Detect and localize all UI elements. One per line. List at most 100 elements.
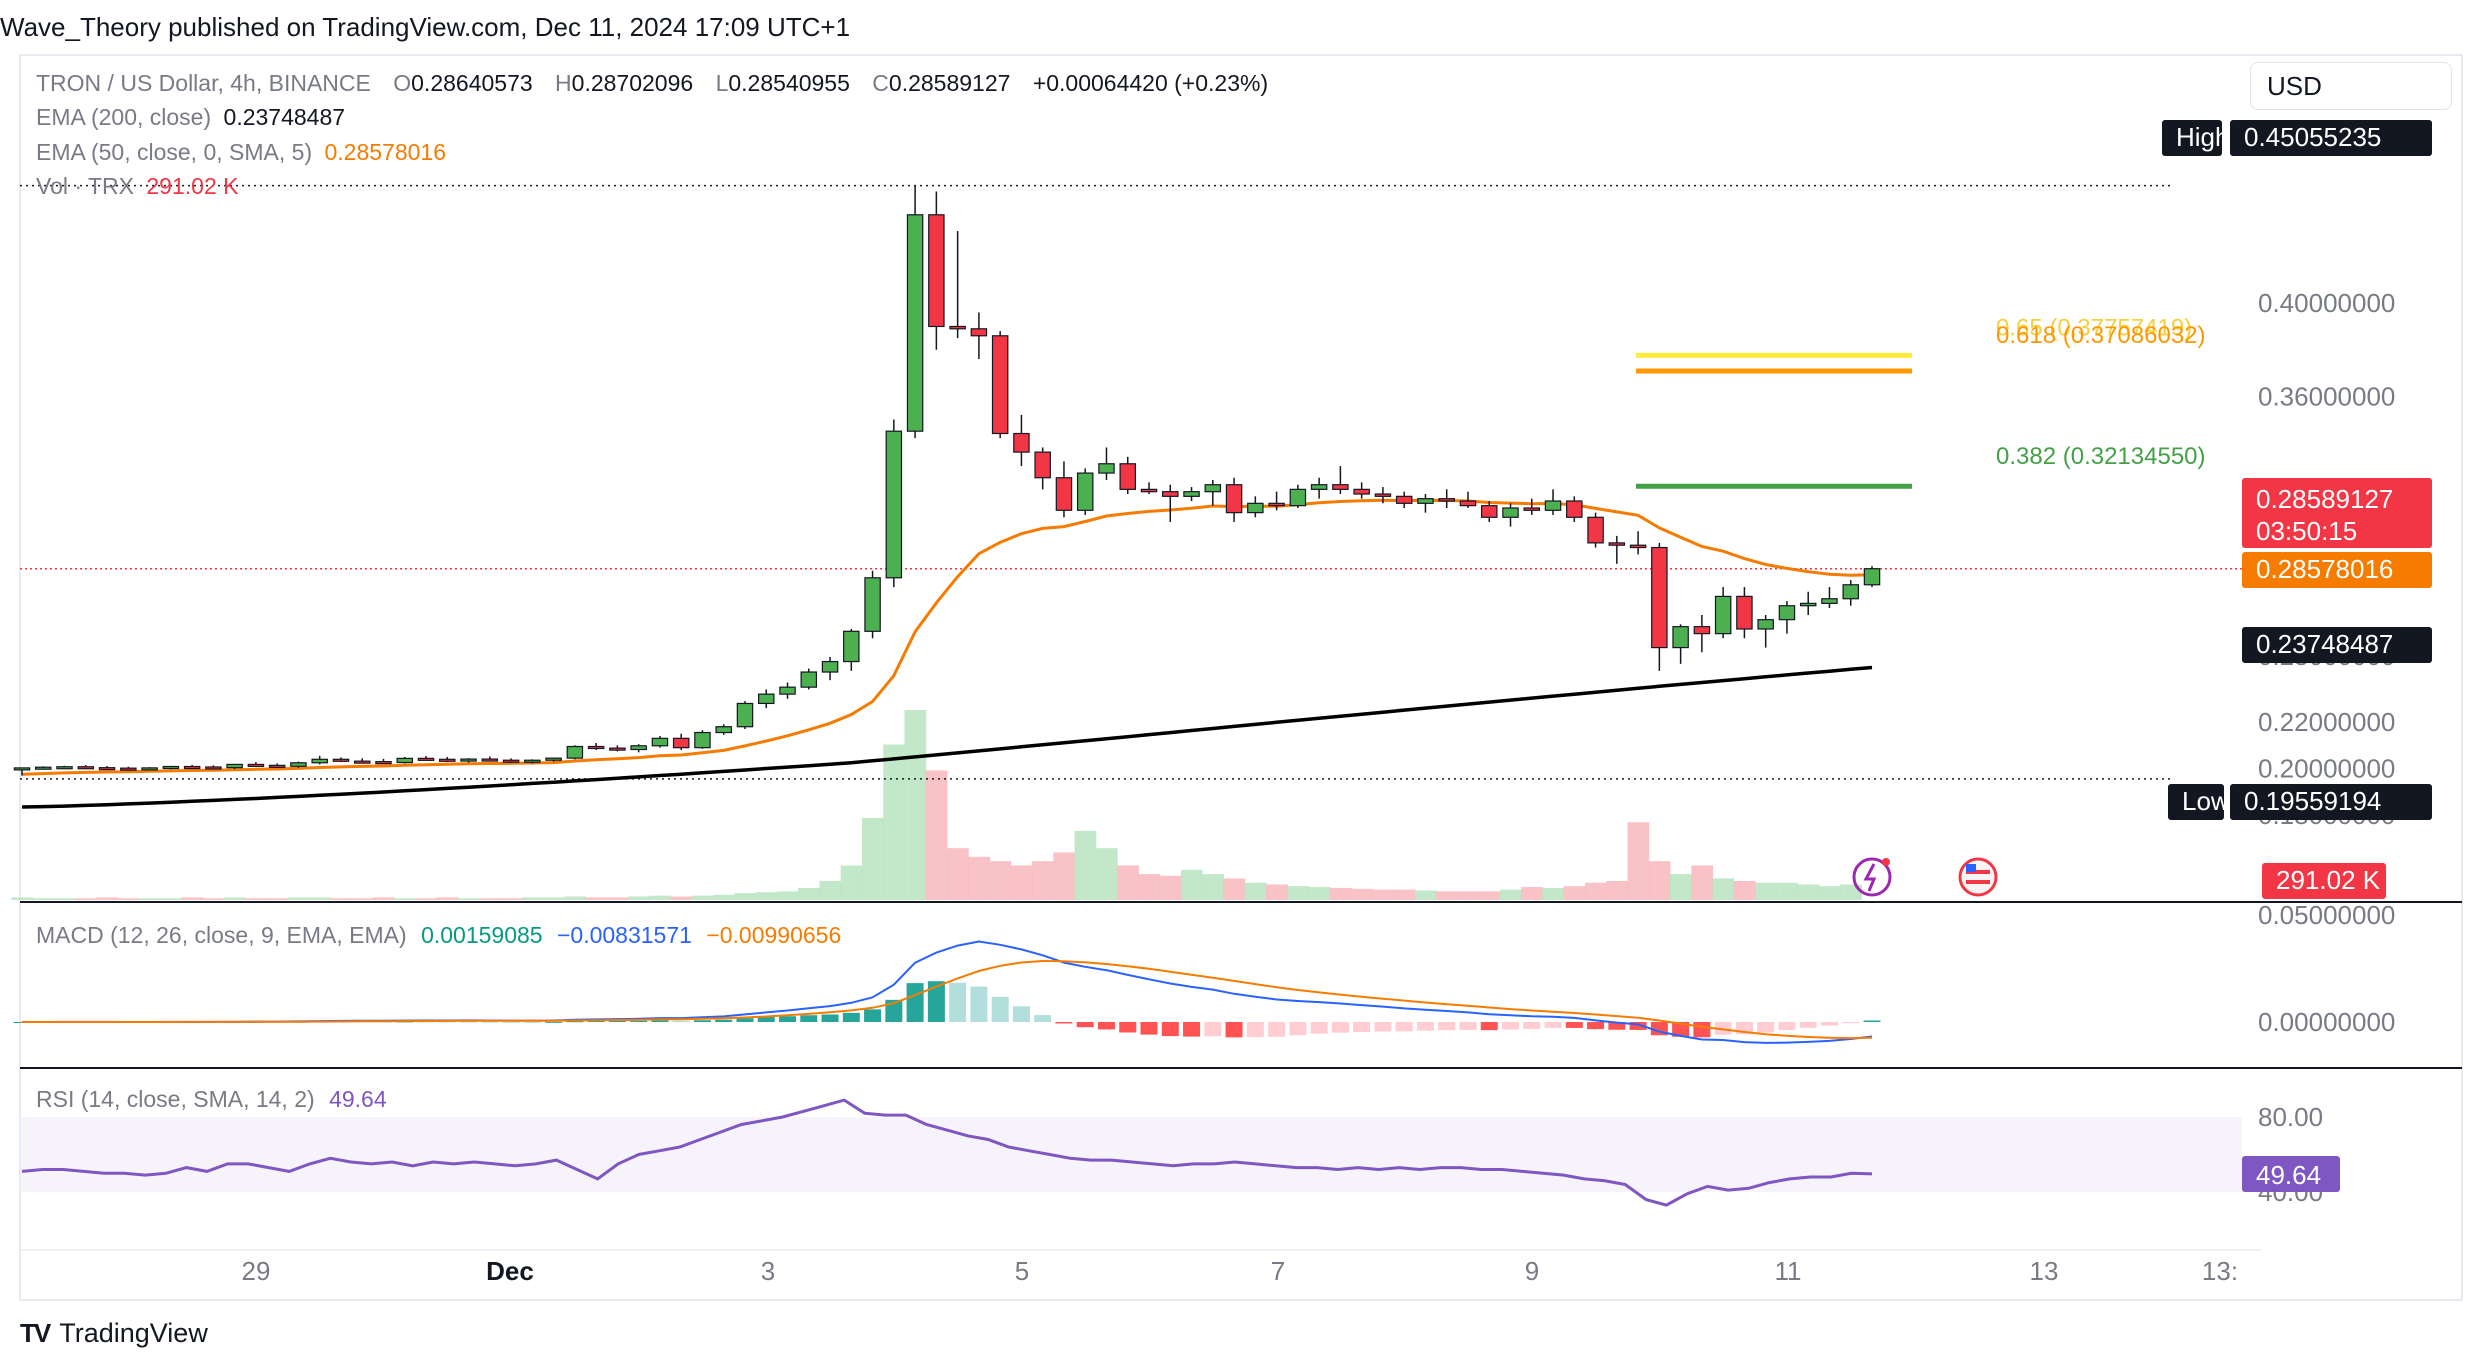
ema200-legend[interactable]: EMA (200, close) 0.23748487 <box>36 104 345 131</box>
candle-body <box>928 214 945 328</box>
macd-bar <box>1842 1022 1860 1024</box>
candle-body <box>481 758 499 762</box>
volume-bar <box>1521 887 1543 900</box>
macd-signal-line <box>22 959 1873 1040</box>
candle-body <box>736 702 754 728</box>
volume-bar <box>1351 888 1373 900</box>
low-label-bg <box>2168 784 2224 820</box>
time-tick: 13 <box>2030 1256 2059 1286</box>
time-tick: 7 <box>1271 1256 1285 1286</box>
macd-bar <box>672 1020 690 1022</box>
volume-bar <box>1202 874 1224 900</box>
volume-bar <box>1733 881 1756 900</box>
volume-bar <box>1542 887 1565 900</box>
high-value: 0.28702096 <box>571 70 694 96</box>
volume-bar <box>1691 865 1714 900</box>
candle-body <box>1587 516 1604 544</box>
candle-body <box>672 737 690 749</box>
ema200-badge-bg <box>2242 627 2432 663</box>
macd-histogram <box>13 981 1881 1038</box>
macd-bar <box>1395 1022 1413 1032</box>
ema50-label: EMA (50, close, 0, SMA, 5) <box>36 139 313 165</box>
candle-body <box>1778 605 1796 621</box>
volume-bar <box>287 897 310 900</box>
fib-label: 0.382 (0.32134550) <box>1996 443 2206 470</box>
candle-body <box>843 630 860 663</box>
volume-bar <box>691 895 714 900</box>
macd-bar <box>757 1017 775 1022</box>
candle-body <box>1714 595 1732 635</box>
candle-body <box>353 760 371 764</box>
candle-body <box>1799 602 1817 607</box>
volume-bar <box>1074 830 1097 900</box>
volume-bar <box>1712 878 1735 900</box>
last-price-value: 0.28589127 <box>2256 484 2393 514</box>
volume-bar <box>1032 861 1054 900</box>
volume-bar <box>585 897 608 900</box>
us-flag-icon <box>1958 857 1998 897</box>
macd-bar <box>1055 1022 1073 1024</box>
high-label-bg <box>2162 120 2222 156</box>
rsi-legend[interactable]: RSI (14, close, SMA, 14, 2) 49.64 <box>36 1086 387 1113</box>
tradingview-brand[interactable]: TV TradingView <box>20 1318 208 1349</box>
candle-body <box>1140 488 1158 493</box>
candle-body <box>1395 495 1413 504</box>
volume-bar <box>160 898 182 900</box>
candle-body <box>1651 546 1668 649</box>
candle-body <box>162 765 180 770</box>
candle-body <box>609 747 626 751</box>
candle-body <box>651 737 669 747</box>
volume-bar <box>245 898 268 900</box>
macd-bar <box>1565 1022 1583 1028</box>
volume-bar <box>628 896 650 900</box>
volume-bar <box>266 898 289 900</box>
macd-bar <box>438 1021 456 1023</box>
candle-body <box>1183 491 1200 497</box>
rsi-line <box>21 1098 1873 1207</box>
candle-body <box>1480 505 1498 518</box>
candle-body <box>460 758 477 762</box>
time-tick: 11 <box>1775 1256 1802 1286</box>
macd-bar <box>1097 1022 1115 1030</box>
open-value: 0.28640573 <box>411 70 533 96</box>
macd-bar <box>1140 1022 1158 1035</box>
volume-bar <box>840 865 863 900</box>
candle-body <box>1098 463 1115 474</box>
volume-bar <box>394 898 416 900</box>
macd-bar <box>1204 1022 1222 1037</box>
volume-bar <box>521 897 544 900</box>
volume-bar <box>1010 865 1033 900</box>
chart-frame <box>19 54 2463 1301</box>
macd-legend[interactable]: MACD (12, 26, close, 9, EMA, EMA) 0.0015… <box>36 922 841 949</box>
volume-badge: 291.02 K <box>2276 865 2381 895</box>
volume-series <box>11 710 1862 900</box>
ema50-legend[interactable]: EMA (50, close, 0, SMA, 5) 0.28578016 <box>36 139 446 166</box>
volume-bar <box>606 897 629 900</box>
currency-button[interactable]: USD <box>2250 62 2452 110</box>
change-value: +0.00064420 (+0.23%) <box>1032 70 1269 96</box>
volume-bar <box>1499 889 1522 900</box>
us-flag-stripe <box>1966 870 1990 874</box>
candle-body <box>35 766 52 770</box>
candle-body <box>1566 500 1583 518</box>
macd-bar <box>927 981 945 1022</box>
volume-bar <box>53 898 76 900</box>
volume-bar <box>776 891 799 900</box>
macd-bar <box>1438 1022 1456 1031</box>
volume-bar <box>670 896 693 900</box>
candle-body <box>566 745 584 759</box>
volume-bar <box>11 897 34 900</box>
candle-body <box>545 757 562 761</box>
open-label: O <box>393 70 412 96</box>
macd-hist-value: 0.00159085 <box>421 922 543 948</box>
low-value: 0.28540955 <box>728 70 850 96</box>
us-flag-stripe <box>1966 880 1990 884</box>
macd-bar <box>885 999 903 1022</box>
volume-bar <box>181 897 204 900</box>
macd-bar <box>1480 1022 1498 1031</box>
candle-body <box>439 758 456 762</box>
macd-bar <box>1183 1022 1201 1037</box>
volume-legend[interactable]: Vol · TRX 291.02 K <box>36 173 238 200</box>
volume-bar <box>1818 886 1841 900</box>
